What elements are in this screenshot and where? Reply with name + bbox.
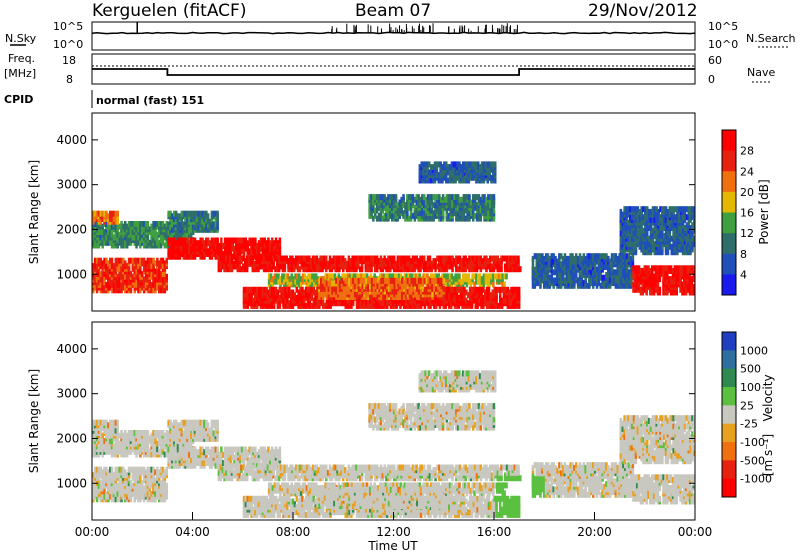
- power-cell: [406, 210, 409, 216]
- noise-panel-frame: [92, 22, 695, 50]
- power-cell: [220, 238, 223, 244]
- power-cell: [503, 281, 506, 287]
- power-cell: [207, 213, 210, 219]
- power-cell: [493, 208, 496, 214]
- power-cell: [393, 256, 396, 262]
- nave-label: Nave: [747, 66, 775, 79]
- freq-label: Freq.: [8, 52, 35, 65]
- power-cell: [431, 291, 434, 297]
- power-cell: [518, 303, 521, 309]
- power-cell: [519, 266, 522, 272]
- power-cell: [252, 256, 255, 262]
- power-cell: [117, 211, 120, 217]
- nave-tick-low: 0: [708, 73, 715, 86]
- freq-line: [92, 69, 695, 75]
- power-heatmap: [92, 161, 698, 309]
- power-cell: [493, 194, 496, 200]
- power-cell: [423, 256, 426, 262]
- power-cell: [659, 287, 662, 293]
- power-cell: [451, 266, 454, 272]
- power-cell: [458, 273, 461, 279]
- nsearch-label: N.Search: [746, 32, 796, 45]
- power-cell: [166, 274, 169, 280]
- power-cell: [111, 258, 114, 264]
- noise-spikes: [137, 22, 517, 33]
- power-cell: [279, 238, 282, 244]
- freq-tick-low: 8: [66, 73, 73, 86]
- power-cell: [443, 278, 446, 284]
- nsky-label: N.Sky: [5, 32, 37, 45]
- power-cell: [500, 266, 503, 272]
- noise-tick-left-low: 10^0: [53, 38, 83, 51]
- station-title: Kerguelen (fitACF): [92, 1, 246, 21]
- power-cell: [216, 211, 219, 217]
- power-cell: [518, 292, 521, 298]
- power-cell: [231, 256, 234, 262]
- power-cell: [488, 287, 491, 293]
- power-cell: [216, 238, 219, 244]
- power-cell: [147, 221, 150, 227]
- power-cell: [395, 194, 398, 200]
- noise-tick-right-low: 10^0: [708, 38, 738, 51]
- freq-unit-label: [MHz]: [4, 67, 36, 80]
- date-title: 29/Nov/2012: [588, 1, 698, 21]
- noise-tick-right-high: 10^5: [708, 20, 738, 33]
- power-cell: [375, 278, 378, 284]
- power-cell: [443, 286, 446, 292]
- freq-tick-high: 18: [62, 54, 76, 67]
- power-cell: [402, 194, 405, 200]
- beam-title: Beam 07: [355, 1, 431, 21]
- power-cell: [382, 294, 385, 300]
- cpid-label: CPID: [4, 93, 33, 106]
- power-cell: [505, 273, 508, 279]
- power-cell: [468, 273, 471, 279]
- nave-tick-high: 60: [708, 54, 722, 67]
- power-cell: [518, 287, 521, 293]
- power-cell: [517, 256, 520, 262]
- power-cell: [657, 281, 660, 287]
- power-cell: [254, 238, 257, 244]
- power-cell: [117, 219, 120, 225]
- power-cell: [216, 224, 219, 230]
- power-cell: [147, 234, 150, 240]
- noise-tick-left-high: 10^5: [53, 20, 83, 33]
- cpid-value: normal (fast) 151: [96, 94, 204, 107]
- power-cell: [480, 216, 483, 222]
- power-cell: [429, 256, 432, 262]
- power-cell: [468, 194, 471, 200]
- power-cell: [186, 238, 189, 244]
- power-cell: [325, 256, 328, 262]
